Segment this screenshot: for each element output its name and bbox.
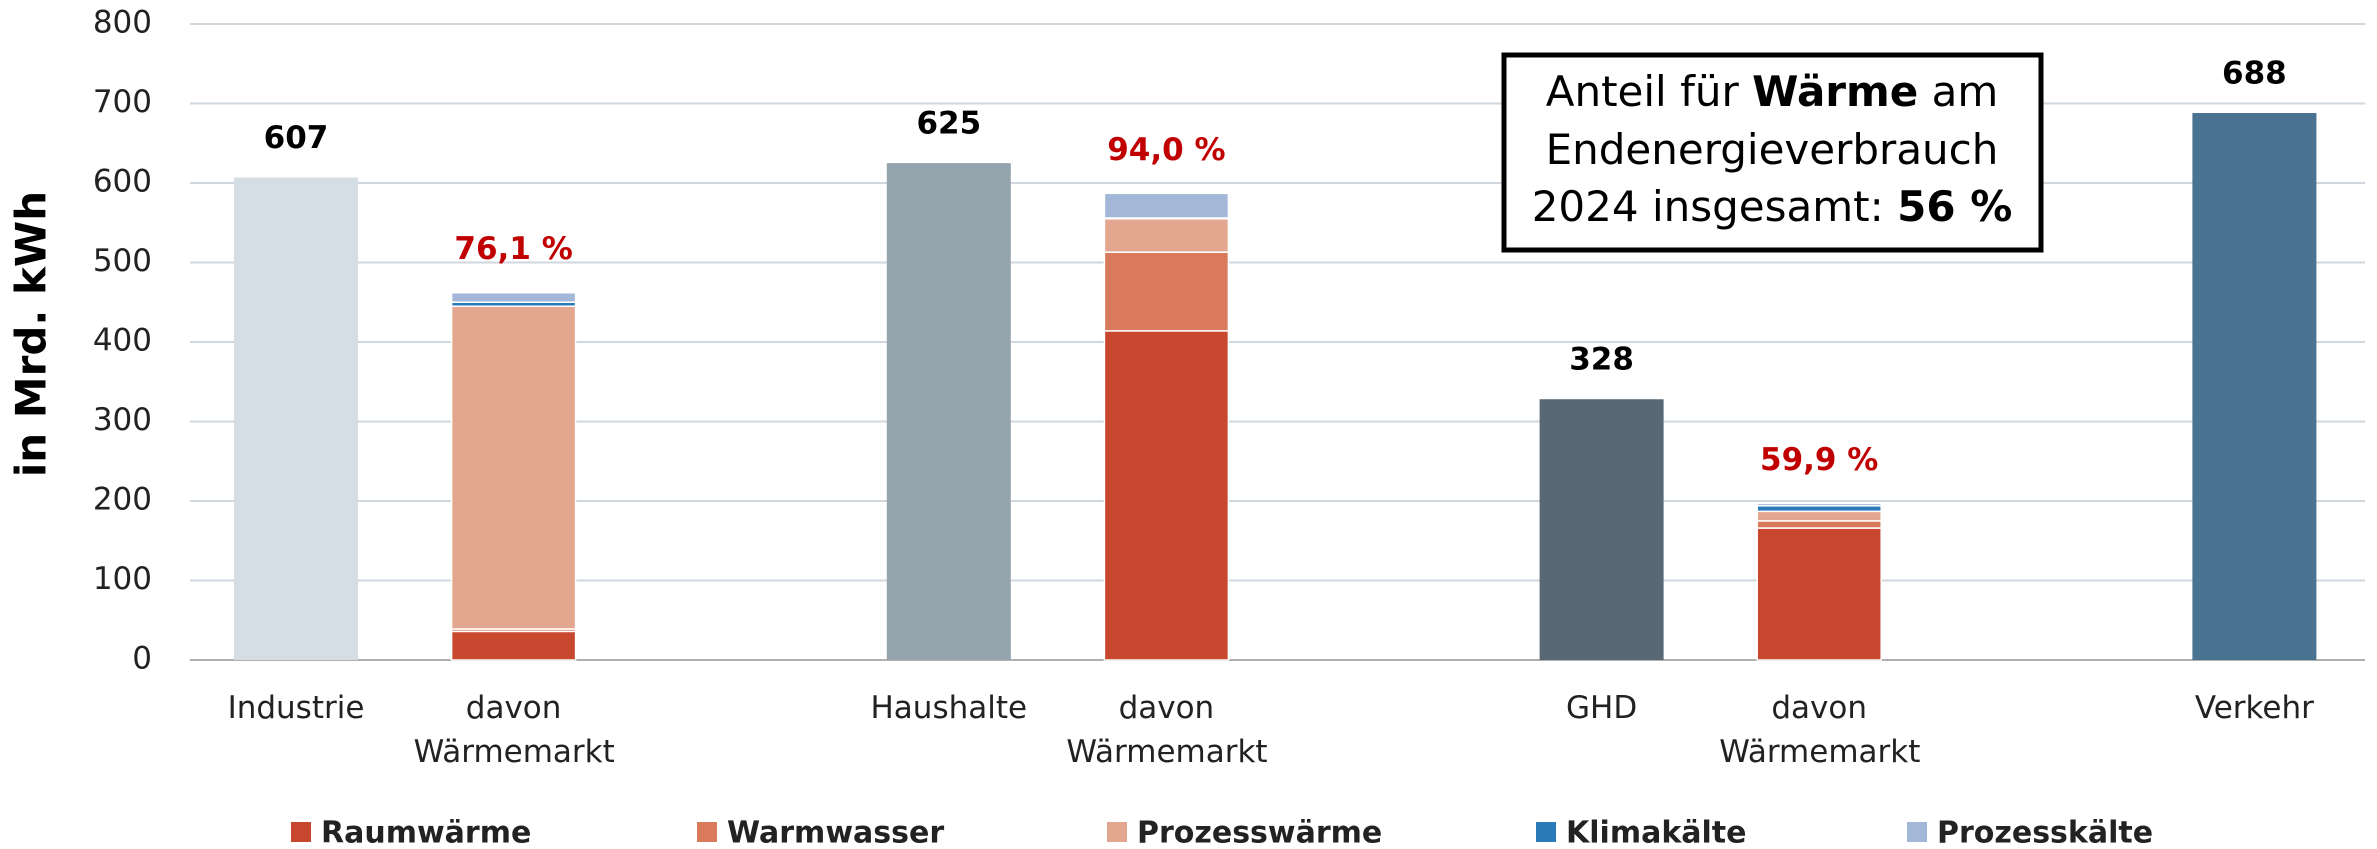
total-bar bbox=[234, 177, 358, 660]
y-tick-label: 100 bbox=[93, 561, 152, 597]
bar-segment bbox=[1103, 218, 1230, 253]
value-label: 328 bbox=[1569, 342, 1634, 378]
y-tick-label: 300 bbox=[93, 402, 152, 438]
x-tick-label: davon Wärmemarkt bbox=[1066, 690, 1268, 770]
y-tick-label: 400 bbox=[93, 323, 152, 359]
value-label: 688 bbox=[2222, 56, 2287, 92]
share-label: 76,1 % bbox=[454, 231, 572, 267]
annotation-text: 56 % bbox=[1897, 182, 2012, 231]
bar-segment bbox=[1103, 251, 1230, 332]
legend-swatch bbox=[1107, 822, 1127, 842]
value-label: 625 bbox=[916, 106, 981, 142]
legend-label: Klimakälte bbox=[1566, 816, 1746, 849]
bar-segment bbox=[1756, 510, 1882, 522]
annotation-box bbox=[1501, 52, 2044, 253]
legend-label: Warmwasser bbox=[727, 816, 944, 849]
x-tick-label: Industrie bbox=[227, 690, 365, 726]
share-label: 59,9 % bbox=[1760, 442, 1878, 478]
x-tick-label: Verkehr bbox=[2194, 690, 2314, 726]
legend-swatch bbox=[1536, 822, 1556, 842]
annotation-text: am bbox=[1918, 67, 1998, 116]
total-bar bbox=[1539, 399, 1664, 660]
total-bar bbox=[2192, 113, 2317, 661]
legend-label: Prozesskälte bbox=[1937, 816, 2153, 849]
y-tick-label: 700 bbox=[93, 84, 152, 120]
x-tick-label: davon Wärmemarkt bbox=[413, 690, 615, 770]
y-tick-label: 600 bbox=[93, 164, 152, 200]
x-tick-label: Haushalte bbox=[870, 690, 1028, 726]
bar-segment bbox=[1756, 502, 1882, 507]
bar-segment bbox=[1756, 520, 1882, 529]
x-tick-label: davon Wärmemarkt bbox=[1719, 690, 1921, 770]
x-tick-label: GHD bbox=[1565, 690, 1638, 726]
annotation-text: Endenergieverbrauch bbox=[1546, 125, 1999, 174]
annotation-text: 2024 insgesamt: bbox=[1532, 182, 1897, 231]
annotation-text: Wärme bbox=[1752, 67, 1918, 116]
bar-segment bbox=[1756, 527, 1882, 661]
bar-segment bbox=[1103, 330, 1230, 661]
y-axis-label: in Mrd. kWh bbox=[7, 191, 56, 477]
legend-label: Prozesswärme bbox=[1137, 816, 1382, 849]
y-tick-label: 0 bbox=[132, 641, 152, 677]
bar-segment bbox=[1103, 192, 1230, 219]
annotation-line: 2024 insgesamt: 56 % bbox=[1532, 182, 2013, 231]
annotation-text: Anteil für bbox=[1546, 67, 1752, 116]
bar-segment bbox=[1756, 505, 1882, 513]
share-label: 94,0 % bbox=[1107, 132, 1225, 168]
annotation-line: Endenergieverbrauch bbox=[1546, 125, 1999, 174]
y-tick-label: 200 bbox=[93, 482, 152, 518]
bar-segment bbox=[450, 305, 577, 630]
bar-segment bbox=[450, 291, 577, 303]
legend-swatch bbox=[697, 822, 717, 842]
total-bar bbox=[886, 163, 1011, 660]
y-tick-label: 500 bbox=[93, 243, 152, 279]
legend-swatch bbox=[291, 822, 311, 842]
bar-segment bbox=[450, 630, 577, 661]
y-tick-label: 800 bbox=[93, 5, 152, 41]
legend-label: Raumwärme bbox=[321, 816, 531, 849]
value-label: 607 bbox=[264, 120, 329, 156]
legend-swatch bbox=[1907, 822, 1927, 842]
annotation-line: Anteil für Wärme am bbox=[1546, 67, 1999, 116]
